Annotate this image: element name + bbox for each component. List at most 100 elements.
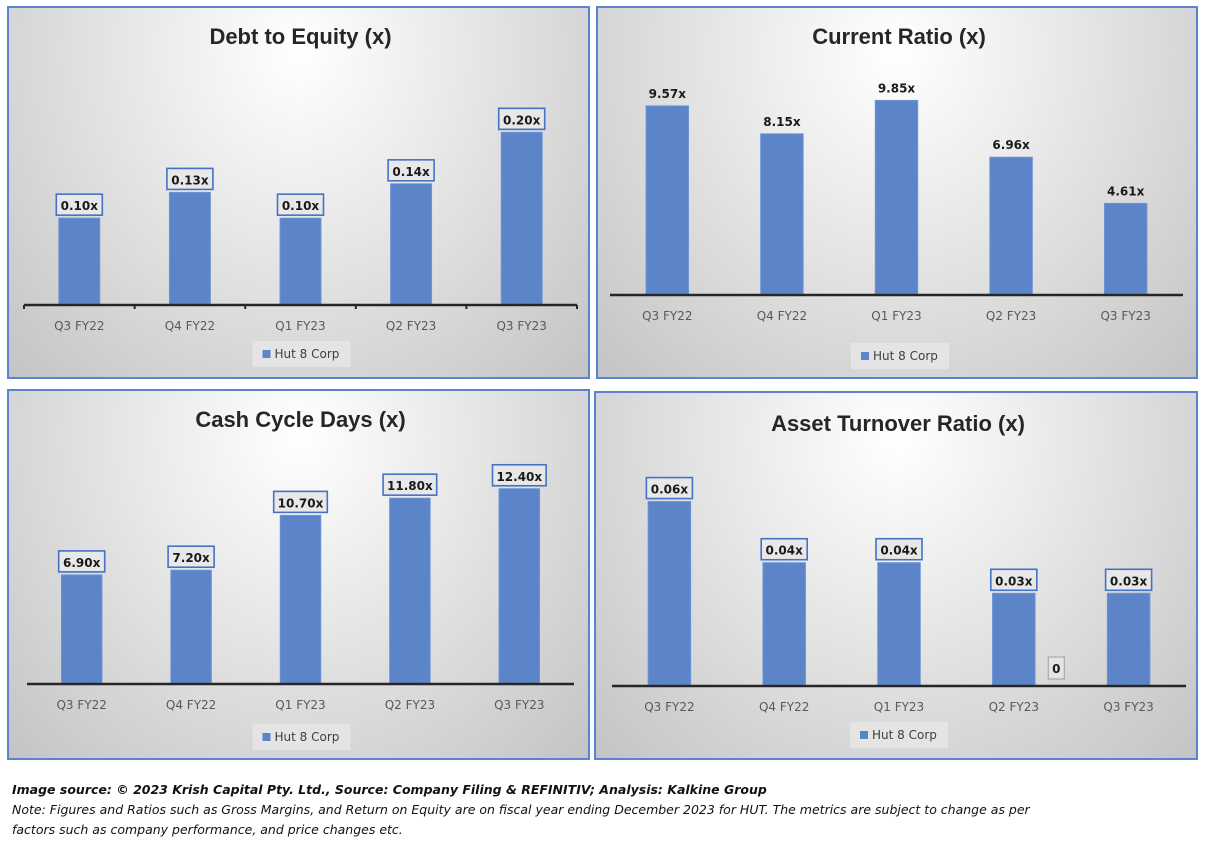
bar: [647, 501, 692, 686]
image-source-text: Image source: © 2023 Krish Capital Pty. …: [12, 782, 767, 797]
data-label-box: [497, 107, 546, 131]
data-label-box: [760, 537, 808, 561]
chart-title: Asset Turnover Ratio (x): [771, 411, 1025, 436]
legend: Hut 8 Corp: [252, 724, 351, 750]
asset-turnover-ratio-chart-panel: Asset Turnover Ratio (x) 0.06x Q3 FY22 0.04…: [594, 391, 1198, 760]
bar: [989, 156, 1033, 295]
data-label-box: [875, 537, 923, 561]
x-tick-label: Q2 FY23: [385, 698, 435, 712]
current-ratio-chart: Current Ratio (x) 9.57x Q3 FY22 8.15x Q4 FY2…: [610, 24, 1183, 369]
data-label: 6.96x: [992, 138, 1030, 152]
data-label: 0.13x: [171, 173, 209, 187]
bar: [390, 183, 433, 305]
debt-to-equity-chart-panel: Debt to Equity (x) 0.10x Q3 FY22 0.13x Q4 FY…: [7, 6, 590, 379]
data-label: 0.03x: [995, 574, 1033, 588]
x-tick-label: Q1 FY23: [275, 698, 325, 712]
cash-cycle-days-chart-panel: Cash Cycle Days (x) 6.90x Q3 FY22 7.20x Q4 F…: [7, 389, 590, 760]
legend-label: Hut 8 Corp: [275, 730, 340, 744]
data-label: 0.03x: [1110, 574, 1148, 588]
data-label-box: [55, 193, 104, 216]
data-label: 8.15x: [763, 115, 801, 129]
data-label: 0.10x: [282, 199, 320, 213]
bar: [1106, 592, 1151, 686]
bar: [279, 217, 322, 305]
note-text-line-2: factors such as company performance, and…: [12, 822, 403, 837]
annotation-box: [1047, 656, 1065, 680]
x-tick-label: Q2 FY23: [386, 319, 436, 333]
note-text-line-1: Note: Figures and Ratios such as Gross M…: [12, 802, 1030, 817]
bar: [877, 562, 921, 686]
x-tick-label: Q3 FY22: [642, 309, 692, 323]
legend-swatch: [262, 733, 271, 741]
data-label-box: [1104, 568, 1153, 592]
bar: [760, 133, 804, 295]
data-label: 12.40x: [496, 470, 542, 484]
x-tick-label: Q4 FY22: [759, 700, 809, 714]
x-tick-label: Q3 FY22: [54, 319, 104, 333]
legend-swatch: [860, 731, 868, 739]
bar: [645, 105, 690, 295]
data-label: 6.90x: [63, 556, 101, 570]
data-label-box: [272, 490, 329, 514]
chart-title: Current Ratio (x): [812, 24, 986, 49]
bar: [58, 217, 101, 305]
x-tick-label: Q1 FY23: [871, 309, 921, 323]
legend-label: Hut 8 Corp: [873, 349, 938, 363]
data-label-box: [989, 568, 1038, 592]
chart-title: Cash Cycle Days (x): [195, 407, 405, 432]
data-label: 11.80x: [387, 479, 433, 493]
bar: [992, 592, 1036, 686]
bar: [168, 191, 211, 305]
legend-swatch: [262, 350, 271, 358]
legend: Hut 8 Corp: [252, 341, 351, 367]
data-label: 0.14x: [392, 165, 430, 179]
data-label-box: [166, 167, 214, 191]
data-label-box: [57, 550, 106, 573]
x-tick-label: Q3 FY23: [1100, 309, 1150, 323]
x-tick-label: Q1 FY23: [275, 319, 325, 333]
x-tick-label: Q2 FY23: [989, 700, 1039, 714]
data-label: 9.85x: [878, 81, 916, 95]
legend-swatch: [861, 352, 869, 360]
x-tick-label: Q3 FY23: [496, 319, 546, 333]
data-label: 0.20x: [503, 113, 541, 127]
data-label: 10.70x: [278, 496, 324, 510]
data-label-box: [645, 476, 694, 500]
x-tick-label: Q3 FY23: [494, 698, 544, 712]
data-label-box: [387, 159, 435, 182]
bar: [762, 562, 806, 686]
data-label: 0.04x: [880, 544, 918, 558]
data-label: 4.61x: [1107, 184, 1145, 198]
legend: Hut 8 Corp: [850, 722, 948, 748]
x-tick-label: Q1 FY23: [874, 700, 924, 714]
x-tick-label: Q3 FY22: [56, 698, 106, 712]
bar: [60, 574, 103, 684]
legend-label: Hut 8 Corp: [275, 347, 340, 361]
bar: [500, 131, 543, 305]
data-label: 0.04x: [766, 544, 804, 558]
data-label: 7.20x: [172, 551, 210, 565]
x-tick-label: Q4 FY22: [166, 698, 216, 712]
footer: Image source: © 2023 Krish Capital Pty. …: [12, 780, 1202, 840]
data-label-box: [167, 545, 215, 569]
data-label: 0.10x: [61, 199, 99, 213]
current-ratio-chart-panel: Current Ratio (x) 9.57x Q3 FY22 8.15x Q4 FY2…: [596, 6, 1198, 379]
bar: [498, 488, 541, 684]
bar: [279, 514, 322, 684]
debt-to-equity-chart: Debt to Equity (x) 0.10x Q3 FY22 0.13x Q4 FY…: [23, 24, 578, 367]
data-label-box: [276, 193, 325, 216]
x-tick-label: Q2 FY23: [986, 309, 1036, 323]
bar: [389, 497, 431, 684]
data-label: 0.06x: [651, 483, 689, 497]
legend-label: Hut 8 Corp: [872, 728, 937, 742]
data-label-box: [491, 463, 547, 487]
asset-turnover-ratio-chart: Asset Turnover Ratio (x) 0.06x Q3 FY22 0.04…: [612, 411, 1186, 748]
data-label-box: [382, 473, 438, 496]
legend: Hut 8 Corp: [851, 343, 949, 369]
chart-title: Debt to Equity (x): [209, 24, 391, 49]
x-tick-label: Q3 FY23: [1103, 700, 1153, 714]
bar: [1103, 202, 1148, 295]
annotation-label: 0: [1052, 662, 1060, 676]
x-tick-label: Q3 FY22: [644, 700, 694, 714]
x-tick-label: Q4 FY22: [165, 319, 215, 333]
